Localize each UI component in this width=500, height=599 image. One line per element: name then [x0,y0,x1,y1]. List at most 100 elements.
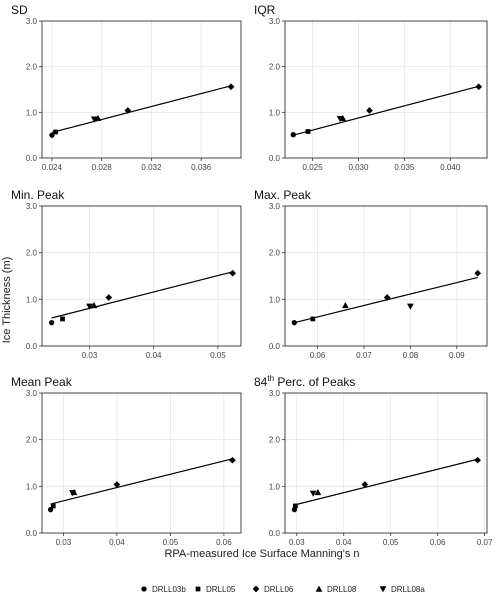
y-tick-label: 0.0 [26,529,38,538]
data-point-drll06 [383,294,391,301]
x-tick-label: 0.04 [146,351,162,360]
y-tick-label: 0.0 [269,342,281,351]
legend-marker-square [195,586,201,592]
regression-line [50,458,233,505]
data-point-drll03b [290,132,296,138]
y-tick-label: 0.0 [26,154,38,163]
y-tick-label: 3.0 [26,17,38,26]
data-point-drll06 [124,107,132,114]
y-tick-label: 1.0 [269,482,281,491]
x-axis-label: RPA-measured Ice Surface Manning's n [164,548,359,560]
y-tick-label: 1.0 [26,482,38,491]
legend-label: DRLL05 [206,585,236,594]
legend-item-drll05: DRLL05 [195,585,236,594]
panel-frame [41,205,242,347]
legend-label: DRLL03b [152,585,186,594]
legend-item-drll06: DRLL06 [252,585,294,594]
x-tick-label: 0.025 [303,163,324,172]
x-tick-label: 0.08 [403,351,419,360]
y-axis-label: Ice Thickness (m) [1,257,13,344]
legend-label: DRLL08 [327,585,357,594]
x-tick-label: 0.06 [430,538,446,547]
data-point-drll05 [305,129,311,134]
regression-line [294,458,478,506]
panel-title: Mean Peak [11,375,73,389]
data-point-drll03b [48,320,55,326]
legend-label: DRLL06 [264,585,294,594]
x-tick-label: 0.05 [210,351,226,360]
data-point-drll08a [90,116,98,123]
data-point-drll03b [47,507,54,513]
data-point-drll08 [339,114,347,121]
x-tick-label: 0.06 [216,538,232,547]
y-tick-label: 3.0 [26,389,38,398]
panel-3: 0.0 1.0 2.0 3.0 0.03 0.04 0.05 Min. Peak [11,188,242,360]
y-tick-label: 0.0 [269,154,281,163]
data-point-drll05 [310,316,316,322]
x-tick-label: 0.03 [289,538,305,547]
regression-line [51,271,233,319]
y-tick-label: 3.0 [269,17,281,26]
legend-marker-triangle-up [315,585,323,592]
data-point-drll06 [229,269,237,277]
panel-title: SD [11,3,28,17]
data-point-drll05 [60,316,65,322]
legend-marker-circle [141,586,147,592]
y-tick-label: 1.0 [269,108,281,117]
panel-1: 0.0 1.0 2.0 3.0 0.024 0.028 0.032 0.036 SD [11,3,242,172]
x-tick-label: 0.028 [92,163,113,172]
regression-line [294,276,478,324]
y-tick-label: 3.0 [26,202,38,211]
y-tick-label: 2.0 [26,63,38,72]
x-tick-label: 0.06 [310,351,326,360]
data-point-drll08 [90,302,98,309]
data-point-drll06 [474,456,481,464]
data-point-drll06 [113,481,121,488]
x-tick-label: 0.036 [191,163,212,172]
data-point-drll06 [227,83,235,91]
y-tick-label: 2.0 [269,436,281,445]
y-tick-label: 1.0 [26,295,38,304]
panel-title: 84th Perc. of Peaks [254,374,355,389]
panel-frame [284,392,488,534]
data-point-drll06 [105,294,113,301]
x-tick-label: 0.032 [141,163,162,172]
x-tick-label: 0.035 [394,163,415,172]
panels-group: 0.0 1.0 2.0 3.0 0.024 0.028 0.032 0.036 SD 0.0 1.0… [11,3,493,547]
x-tick-label: 0.04 [109,538,125,547]
x-tick-label: 0.05 [383,538,399,547]
y-tick-label: 1.0 [26,108,38,117]
x-tick-label: 0.040 [440,163,461,172]
data-point-drll06 [366,107,373,114]
y-tick-label: 1.0 [269,295,281,304]
legend-item-drll03b: DRLL03b [141,585,186,594]
data-point-drll08 [314,489,322,496]
data-point-drll03b [291,320,297,326]
data-point-drll08 [94,114,102,121]
regression-line [51,85,232,134]
data-point-drll05 [50,503,56,509]
data-point-drll08a [86,303,93,310]
data-point-drll05 [292,503,298,509]
panel-frame [284,20,488,159]
data-point-drll08 [342,302,349,309]
y-tick-label: 2.0 [26,249,38,258]
x-tick-label: 0.04 [336,538,352,547]
panel-title: IQR [254,3,276,17]
data-point-drll06 [229,456,236,464]
y-tick-label: 2.0 [269,249,281,258]
panel-2: 0.0 1.0 2.0 3.0 0.025 0.030 0.035 0.040 IQR [254,3,488,172]
panel-title: Max. Peak [254,188,312,202]
data-point-drll08 [70,489,78,496]
legend-item-drll08: DRLL08 [315,585,357,594]
x-tick-label: 0.07 [356,351,372,360]
legend-marker-diamond [252,585,260,593]
panel-5: 0.0 1.0 2.0 3.0 0.03 0.04 0.05 0.06 Mean Peak [11,375,242,547]
legend: DRLL03b DRLL05 DRLL06 DRLL08 DRLL08a [141,585,425,594]
legend-marker-triangle-down [379,586,387,593]
panel-title: Min. Peak [11,188,65,202]
panel-frame [284,205,488,347]
data-point-drll08a [407,303,414,310]
x-tick-label: 0.09 [449,351,465,360]
